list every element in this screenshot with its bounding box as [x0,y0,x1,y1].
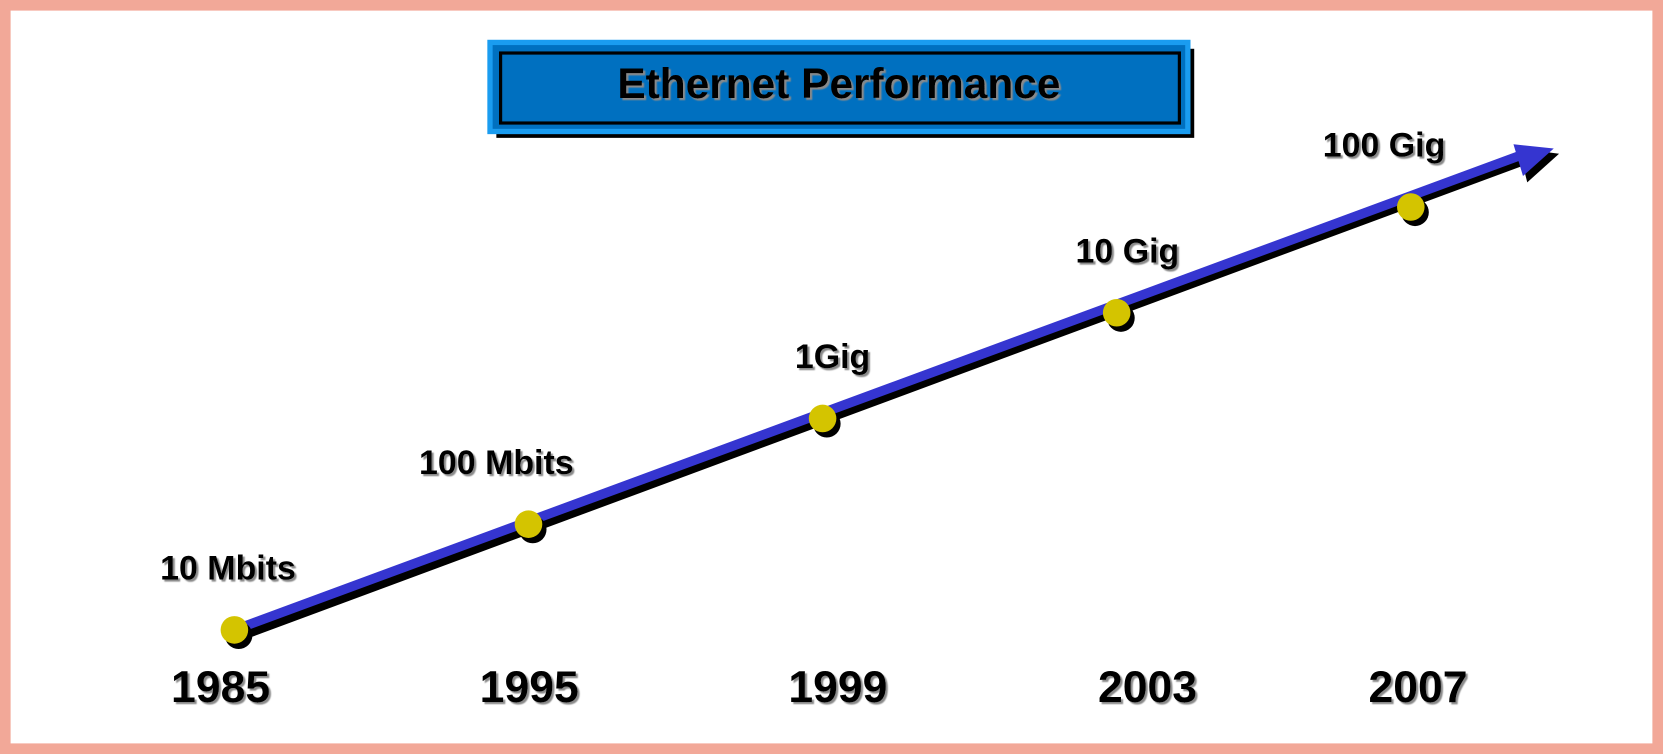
speed-label: 100 Gig [1323,127,1446,165]
title: Ethernet Performance [617,60,1060,107]
arrow-shadow [238,154,1529,641]
year-label: 2007 [1368,663,1467,712]
arrow-line [232,150,1524,635]
year-label: 1999 [788,663,887,712]
milestone-dot [220,616,249,644]
speed-label: 100 Mbits [419,444,574,482]
title-box [487,39,1191,135]
milestone-dot [808,404,837,433]
speed-label: 1Gig [795,338,870,376]
title-inner [499,51,1181,125]
milestone-dot [514,510,543,538]
year-label: 1995 [480,663,579,712]
milestone-dot [1397,193,1425,221]
year-label: 1985 [171,663,270,712]
speed-label: 10 Gig [1076,232,1180,270]
milestones: 10 Mbits 1985 100 Mbits 1995 1Gig 1999 10 Gig 2… [160,127,1467,713]
milestone-dot [1102,298,1131,327]
speed-label: 10 Mbits [160,550,296,588]
year-label: 2003 [1098,663,1197,712]
arrow-head [1513,144,1554,177]
